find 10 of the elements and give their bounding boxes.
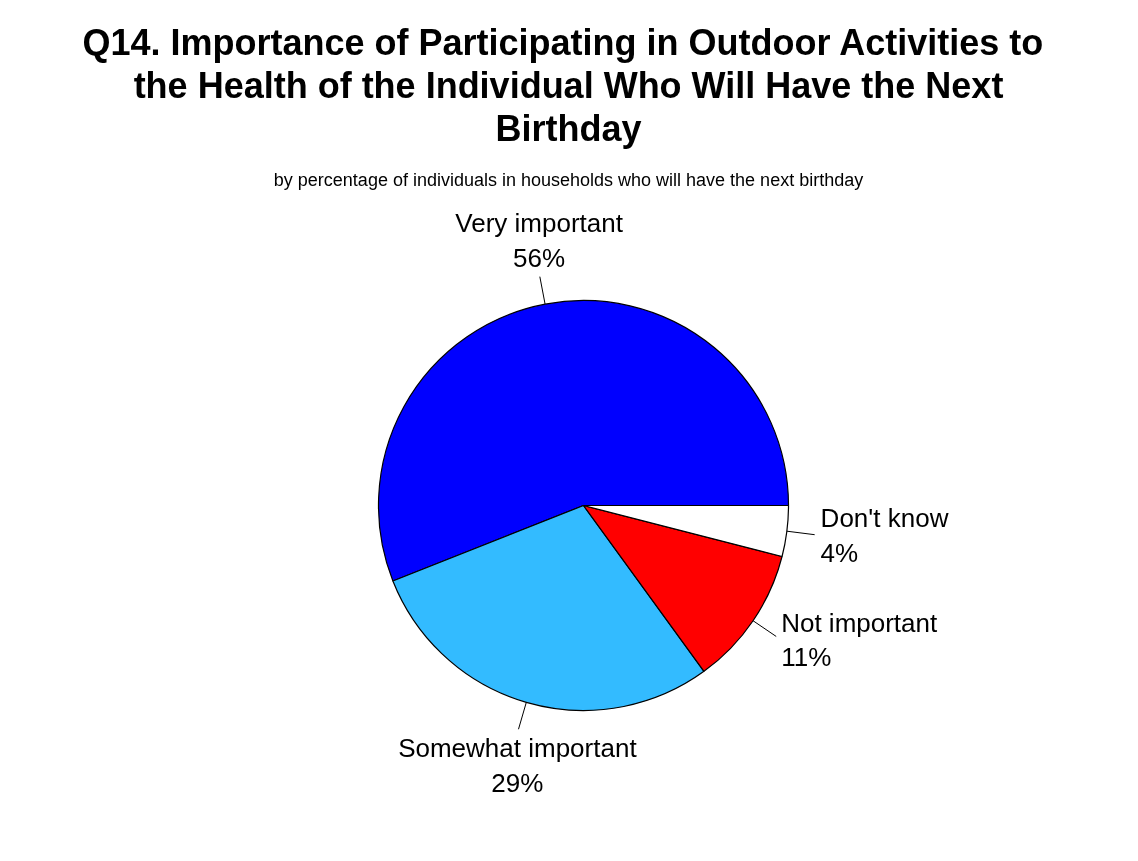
slice-label: Very important (455, 208, 624, 239)
data-label: 29% (491, 767, 544, 798)
slice-label: Somewhat important (398, 733, 638, 764)
data-label: 4% (820, 537, 859, 568)
data-label: 11% (781, 642, 832, 673)
slice-label: Not important (781, 607, 939, 638)
slice-label: Don't know (820, 503, 949, 534)
data-label: 56% (513, 242, 566, 273)
chart-title: Q14. Importance of Participating in Outdoor Activities to the Health of the Individual Who Will Have the Next Birthday (82, 22, 1044, 149)
chart-subtitle: by percentage of individuals in households who will have the next birthday (273, 169, 864, 190)
